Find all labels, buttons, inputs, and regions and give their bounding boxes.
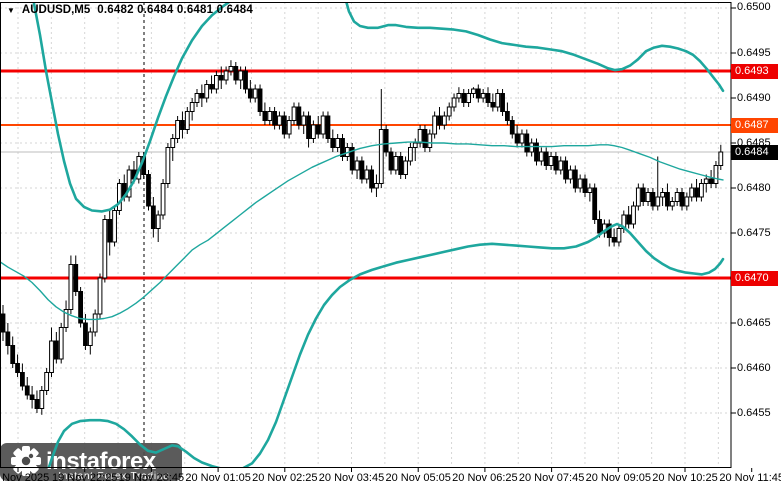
- price-badge-06493: 0.6493: [731, 63, 778, 79]
- price-axis-label: 0.6460: [737, 361, 771, 374]
- time-axis-label: 20 Nov 09:05: [585, 472, 652, 484]
- symbol-period-label: AUDUSD,M5: [21, 4, 91, 16]
- bollinger-upper-band-line: [32, 3, 230, 213]
- time-axis-label: 20 Nov 05:05: [385, 472, 451, 484]
- time-axis-label: 20 Nov 07:45: [518, 472, 585, 484]
- moving-average-line: [1, 141, 724, 321]
- symbol-dropdown-icon[interactable]: ▼: [7, 5, 15, 15]
- chart-title-bar: ▼ AUDUSD,M5 0.6482 0.6484 0.6481 0.6484: [7, 4, 253, 16]
- price-axis-label: 0.6455: [737, 406, 771, 419]
- watermark-tagline: Instant Forex Trading: [58, 471, 169, 482]
- price-badge-06470: 0.6470: [731, 270, 778, 286]
- chart-frame: [0, 2, 732, 468]
- price-axis-label: 0.6495: [737, 46, 771, 59]
- time-axis-label: 19 Nov 23:45: [118, 472, 185, 484]
- price-axis-label: 0.6500: [737, 1, 771, 14]
- instaforex-gear-logo-icon: [11, 446, 41, 476]
- time-axis-label: 20 Nov 11:45: [719, 472, 781, 484]
- candles-layer: [1, 60, 724, 415]
- time-axis-label: 20 Nov 03:45: [318, 472, 385, 484]
- instaforex-watermark: instaforex Instant Forex Trading: [0, 443, 182, 482]
- time-axis-label: 20 Nov 02:25: [252, 472, 318, 484]
- time-axis-label: 19 Nov 22:25: [51, 472, 118, 484]
- price-axis-label: 0.6475: [737, 226, 771, 239]
- time-axis-label: 20 Nov 06:25: [452, 472, 518, 484]
- price-axis-label: 0.6490: [737, 91, 771, 104]
- price-axis-label: 0.6465: [737, 316, 771, 329]
- time-axis-label: 20 Nov 10:25: [652, 472, 718, 484]
- bollinger-lower-band-line: [47, 222, 725, 468]
- time-axis-label: 19 Nov 2025: [0, 472, 50, 484]
- axis-ticks: [17, 7, 753, 472]
- price-badge-06484: 0.6484: [731, 144, 778, 160]
- price-axis-label: 0.6480: [737, 181, 771, 194]
- bollinger-upper-band-line-right: [345, 3, 725, 93]
- ohlc-values: 0.6482 0.6484 0.6481 0.6484: [97, 4, 253, 16]
- price-badge-06487: 0.6487: [731, 117, 778, 133]
- time-axis-label: 20 Nov 01:05: [185, 472, 251, 484]
- watermark-brand: instaforex: [46, 448, 157, 475]
